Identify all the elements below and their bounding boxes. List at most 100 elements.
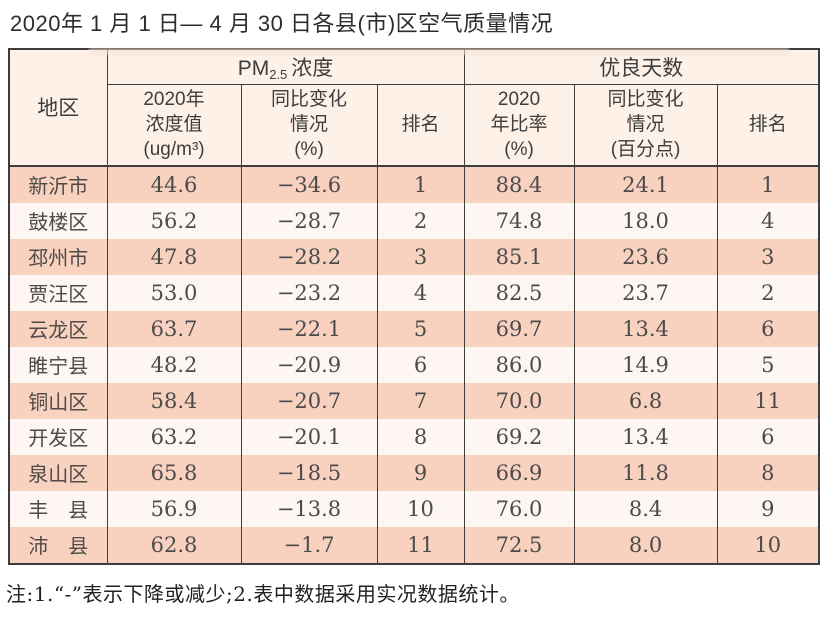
col-header-good-rank: 排名 xyxy=(716,84,820,167)
good-rank-cell: 6 xyxy=(716,310,820,347)
pm-value-cell: 65.8 xyxy=(106,454,242,491)
header-group-row: 地区 PM2.5 浓度 优良天数 xyxy=(8,48,820,167)
pm-value-cell: 47.8 xyxy=(106,238,242,275)
table-row: 邳州市 47.8 −28.2 3 85.1 23.6 3 xyxy=(8,238,820,275)
pm-rank-cell: 8 xyxy=(376,418,465,455)
good-rank-cell: 2 xyxy=(716,274,820,311)
col-group-pm25: PM2.5 浓度 xyxy=(106,48,465,85)
good-change-cell: 8.4 xyxy=(573,490,718,527)
table-row: 云龙区 63.7 −22.1 5 69.7 13.4 6 xyxy=(8,310,820,347)
col-header-pm-rank: 排名 xyxy=(376,84,465,167)
good-rank-cell: 11 xyxy=(716,382,820,419)
good-change-cell: 13.4 xyxy=(573,310,718,347)
pm-value-cell: 62.8 xyxy=(106,526,242,564)
pm-value-cell: 44.6 xyxy=(106,165,242,203)
pm-change-cell: −28.2 xyxy=(240,238,378,275)
good-rank-cell: 6 xyxy=(716,418,820,455)
good-rate-cell: 72.5 xyxy=(463,526,575,564)
pm-change-cell: −20.1 xyxy=(240,418,378,455)
region-cell: 睢宁县 xyxy=(8,346,108,383)
region-cell: 丰 县 xyxy=(8,490,108,527)
good-rate-cell: 69.7 xyxy=(463,310,575,347)
col-header-good-change: 同比变化 情况 (百分点) xyxy=(573,84,718,167)
good-change-cell: 23.6 xyxy=(573,238,718,275)
region-cell: 沛 县 xyxy=(8,526,108,564)
table-row: 鼓楼区 56.2 −28.7 2 74.8 18.0 4 xyxy=(8,202,820,239)
pm-rank-cell: 11 xyxy=(376,526,465,564)
good-rank-cell: 10 xyxy=(716,526,820,564)
pm-rank-cell: 2 xyxy=(376,202,465,239)
col-group-good-days: 优良天数 xyxy=(463,48,820,85)
region-cell: 贾汪区 xyxy=(8,274,108,311)
col-header-pm-value: 2020年 浓度值 (ug/m³) xyxy=(106,84,242,167)
footnote: 注:1.“-”表示下降或减少;2.表中数据采用实况数据统计。 xyxy=(6,581,520,606)
pm-change-cell: −13.8 xyxy=(240,490,378,527)
good-rate-cell: 82.5 xyxy=(463,274,575,311)
good-change-cell: 11.8 xyxy=(573,454,718,491)
col-header-region: 地区 xyxy=(8,48,108,167)
good-rank-cell: 4 xyxy=(716,202,820,239)
pm25-label-subscript: 2.5 xyxy=(269,66,288,82)
pm-value-cell: 53.0 xyxy=(106,274,242,311)
col-header-good-rate: 2020 年比率 (%) xyxy=(463,84,575,167)
pm-change-cell: −20.9 xyxy=(240,346,378,383)
good-change-cell: 14.9 xyxy=(573,346,718,383)
good-rate-cell: 85.1 xyxy=(463,238,575,275)
table-row: 泉山区 65.8 −18.5 9 66.9 11.8 8 xyxy=(8,454,820,491)
good-change-cell: 24.1 xyxy=(573,165,718,203)
good-change-cell: 6.8 xyxy=(573,382,718,419)
pm-rank-cell: 5 xyxy=(376,310,465,347)
pm-value-cell: 63.7 xyxy=(106,310,242,347)
pm-value-cell: 58.4 xyxy=(106,382,242,419)
table-header: 地区 PM2.5 浓度 优良天数 2020年 浓度值 (ug/m³) 同比变化 情… xyxy=(8,48,820,167)
pm-rank-cell: 1 xyxy=(376,165,465,203)
good-rate-cell: 86.0 xyxy=(463,346,575,383)
table-body: 新沂市 44.6 −34.6 1 88.4 24.1 1 鼓楼区 56.2 −28.7 2 74.8 1… xyxy=(8,165,820,564)
pm-value-cell: 48.2 xyxy=(106,346,242,383)
pm-value-cell: 56.9 xyxy=(106,490,242,527)
pm-rank-cell: 3 xyxy=(376,238,465,275)
pm-value-cell: 63.2 xyxy=(106,418,242,455)
header-sub-row: 2020年 浓度值 (ug/m³) 同比变化 情况 (%) 排名 2020 年比… xyxy=(9,84,820,167)
good-change-cell: 13.4 xyxy=(573,418,718,455)
good-rank-cell: 8 xyxy=(716,454,820,491)
region-cell: 新沂市 xyxy=(8,165,108,203)
region-cell: 邳州市 xyxy=(8,238,108,275)
pm-change-cell: −23.2 xyxy=(240,274,378,311)
region-cell: 鼓楼区 xyxy=(8,202,108,239)
pm-rank-cell: 7 xyxy=(376,382,465,419)
region-cell: 开发区 xyxy=(8,418,108,455)
good-rate-cell: 70.0 xyxy=(463,382,575,419)
pm-rank-cell: 10 xyxy=(376,490,465,527)
pm-change-cell: −34.6 xyxy=(240,165,378,203)
pm-change-cell: −1.7 xyxy=(240,526,378,564)
good-change-cell: 18.0 xyxy=(573,202,718,239)
pm-change-cell: −28.7 xyxy=(240,202,378,239)
table-row: 铜山区 58.4 −20.7 7 70.0 6.8 11 xyxy=(8,382,820,419)
pm-rank-cell: 9 xyxy=(376,454,465,491)
good-rate-cell: 66.9 xyxy=(463,454,575,491)
page-title: 2020年 1 月 1 日— 4 月 30 日各县(市)区空气质量情况 xyxy=(10,11,554,36)
good-rank-cell: 9 xyxy=(716,490,820,527)
region-cell: 泉山区 xyxy=(8,454,108,491)
good-rank-cell: 5 xyxy=(716,346,820,383)
table-row: 开发区 63.2 −20.1 8 69.2 13.4 6 xyxy=(8,418,820,455)
pm-change-cell: −22.1 xyxy=(240,310,378,347)
pm-rank-cell: 4 xyxy=(376,274,465,311)
col-header-pm-change: 同比变化 情况 (%) xyxy=(240,84,378,167)
pm-change-cell: −20.7 xyxy=(240,382,378,419)
good-change-cell: 8.0 xyxy=(573,526,718,564)
good-rate-cell: 76.0 xyxy=(463,490,575,527)
pm25-label-suffix: 浓度 xyxy=(291,56,334,80)
good-rate-cell: 69.2 xyxy=(463,418,575,455)
good-rank-cell: 3 xyxy=(716,238,820,275)
pm-value-cell: 56.2 xyxy=(106,202,242,239)
good-rank-cell: 1 xyxy=(716,165,820,203)
pm25-label-prefix: PM xyxy=(237,56,270,80)
region-cell: 铜山区 xyxy=(8,382,108,419)
good-change-cell: 23.7 xyxy=(573,274,718,311)
table-row: 沛 县 62.8 −1.7 11 72.5 8.0 10 xyxy=(8,526,820,564)
air-quality-table: 地区 PM2.5 浓度 优良天数 2020年 浓度值 (ug/m³) 同比变化 情… xyxy=(8,47,821,565)
good-rate-cell: 74.8 xyxy=(463,202,575,239)
